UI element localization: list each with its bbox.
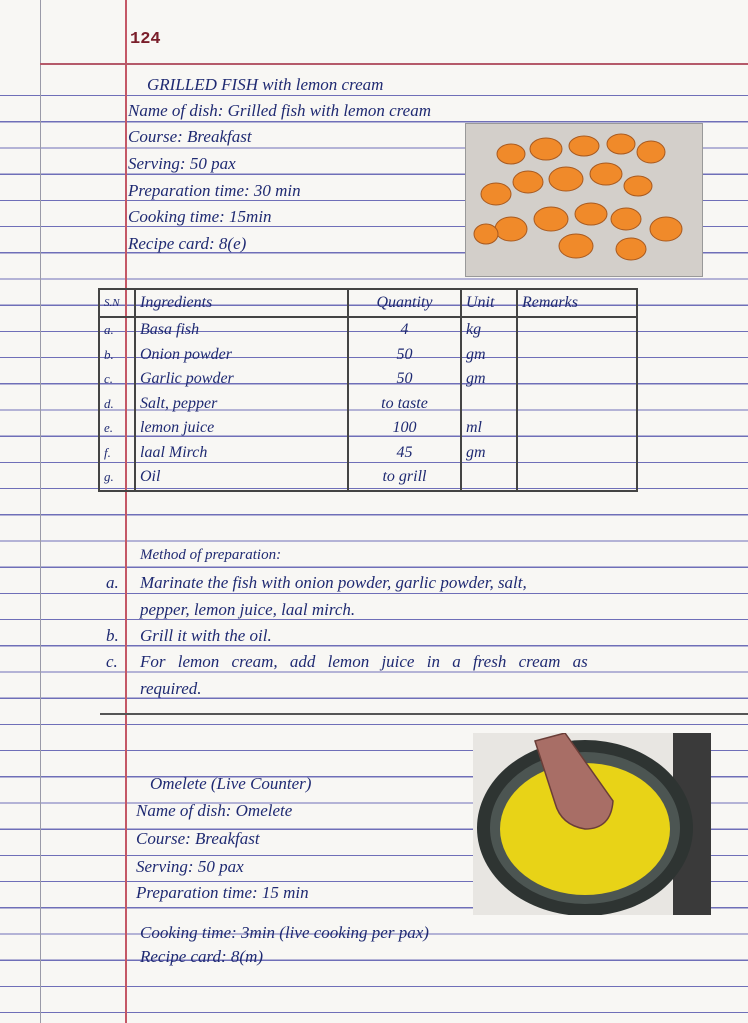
recipe1-cooking-time: Cooking time: 15min bbox=[128, 207, 272, 226]
cell-quantity: to grill bbox=[347, 465, 462, 492]
recipe2-serving: Serving: 50 pax bbox=[136, 857, 244, 876]
cell-ingredient: Oil bbox=[134, 465, 349, 492]
recipe2-cooking-time: Cooking time: 3min (live cooking per pax… bbox=[140, 923, 429, 942]
cell-ingredient: Onion powder bbox=[134, 342, 349, 367]
cell-remarks bbox=[516, 317, 638, 343]
cell-remarks bbox=[516, 342, 638, 367]
cell-sn: a. bbox=[98, 317, 136, 343]
cell-sn: f. bbox=[98, 440, 136, 465]
header-ingredients: Ingredients bbox=[134, 288, 349, 318]
cell-unit: gm bbox=[460, 342, 518, 367]
method-label-b: b. bbox=[106, 626, 119, 645]
method-c-line2: required. bbox=[140, 679, 202, 698]
cell-ingredient: Basa fish bbox=[134, 317, 349, 343]
cell-unit: ml bbox=[460, 416, 518, 441]
method-heading: Method of preparation: bbox=[140, 547, 282, 563]
table-row: b. Onion powder 50 gm bbox=[98, 342, 638, 367]
table-row: e. lemon juice 100 ml bbox=[98, 416, 638, 441]
cell-quantity: 100 bbox=[347, 416, 462, 441]
cell-quantity: 50 bbox=[347, 367, 462, 392]
cell-ingredient: lemon juice bbox=[134, 416, 349, 441]
grilled-fish-image bbox=[466, 124, 702, 276]
recipe1-prep-time: Preparation time: 30 min bbox=[128, 181, 301, 200]
omelette-photo bbox=[473, 733, 711, 915]
recipe1-name: Name of dish: Grilled fish with lemon cr… bbox=[128, 101, 431, 120]
cell-ingredient: laal Mirch bbox=[134, 440, 349, 465]
cell-remarks bbox=[516, 367, 638, 392]
header-remarks: Remarks bbox=[516, 288, 638, 318]
header-unit: Unit bbox=[460, 288, 518, 318]
table-row: f. laal Mirch 45 gm bbox=[98, 440, 638, 465]
cell-remarks bbox=[516, 391, 638, 416]
method-a-line1: Marinate the fish with onion powder, gar… bbox=[140, 573, 527, 592]
cell-sn: d. bbox=[98, 391, 136, 416]
cell-unit: gm bbox=[460, 440, 518, 465]
recipe2-name: Name of dish: Omelete bbox=[136, 801, 293, 820]
header-rule bbox=[40, 63, 748, 65]
cell-ingredient: Garlic powder bbox=[134, 367, 349, 392]
table-row: g. Oil to grill bbox=[98, 465, 638, 492]
cell-sn: g. bbox=[98, 465, 136, 492]
recipe2-course: Course: Breakfast bbox=[136, 829, 260, 848]
cell-ingredient: Salt, pepper bbox=[134, 391, 349, 416]
cell-unit: kg bbox=[460, 317, 518, 343]
method-b-line1: Grill it with the oil. bbox=[140, 626, 272, 645]
cell-remarks bbox=[516, 465, 638, 492]
method-c-line1: For lemon cream, add lemon juice in a fr… bbox=[140, 652, 588, 671]
page-edge-line bbox=[40, 0, 41, 1023]
method-label-c: c. bbox=[106, 652, 118, 671]
page-number: 124 bbox=[130, 30, 161, 49]
recipe1-heading: GRILLED FISH with lemon cream bbox=[147, 75, 384, 94]
recipe2-prep-time: Preparation time: 15 min bbox=[136, 883, 309, 902]
margin-line bbox=[125, 0, 127, 1023]
cell-unit bbox=[460, 465, 518, 492]
recipe1-recipe-card: Recipe card: 8(e) bbox=[128, 234, 247, 253]
method-a-line2: pepper, lemon juice, laal mirch. bbox=[140, 600, 356, 619]
header-sn: S.N bbox=[98, 288, 136, 318]
cell-remarks bbox=[516, 416, 638, 441]
cell-quantity: 4 bbox=[347, 317, 462, 343]
ingredients-table: S.N Ingredients Quantity Unit Remarks a.… bbox=[98, 288, 638, 492]
cell-quantity: 50 bbox=[347, 342, 462, 367]
recipe2-heading: Omelete (Live Counter) bbox=[150, 774, 312, 793]
table-row: d. Salt, pepper to taste bbox=[98, 391, 638, 416]
table-header-row: S.N Ingredients Quantity Unit Remarks bbox=[98, 288, 638, 318]
cell-quantity: 45 bbox=[347, 440, 462, 465]
section-divider bbox=[100, 713, 748, 715]
method-label-a: a. bbox=[106, 573, 119, 592]
cell-unit bbox=[460, 391, 518, 416]
table-row: c. Garlic powder 50 gm bbox=[98, 367, 638, 392]
recipe1-course: Course: Breakfast bbox=[128, 127, 252, 146]
cell-sn: e. bbox=[98, 416, 136, 441]
grilled-fish-photo bbox=[465, 123, 703, 277]
header-quantity: Quantity bbox=[347, 288, 462, 318]
cell-remarks bbox=[516, 440, 638, 465]
cell-quantity: to taste bbox=[347, 391, 462, 416]
table-row: a. Basa fish 4 kg bbox=[98, 317, 638, 343]
cell-unit: gm bbox=[460, 367, 518, 392]
recipe2-recipe-card: Recipe card: 8(m) bbox=[140, 947, 264, 966]
cell-sn: c. bbox=[98, 367, 136, 392]
cell-sn: b. bbox=[98, 342, 136, 367]
omelette-image bbox=[473, 733, 711, 915]
recipe1-serving: Serving: 50 pax bbox=[128, 154, 236, 173]
